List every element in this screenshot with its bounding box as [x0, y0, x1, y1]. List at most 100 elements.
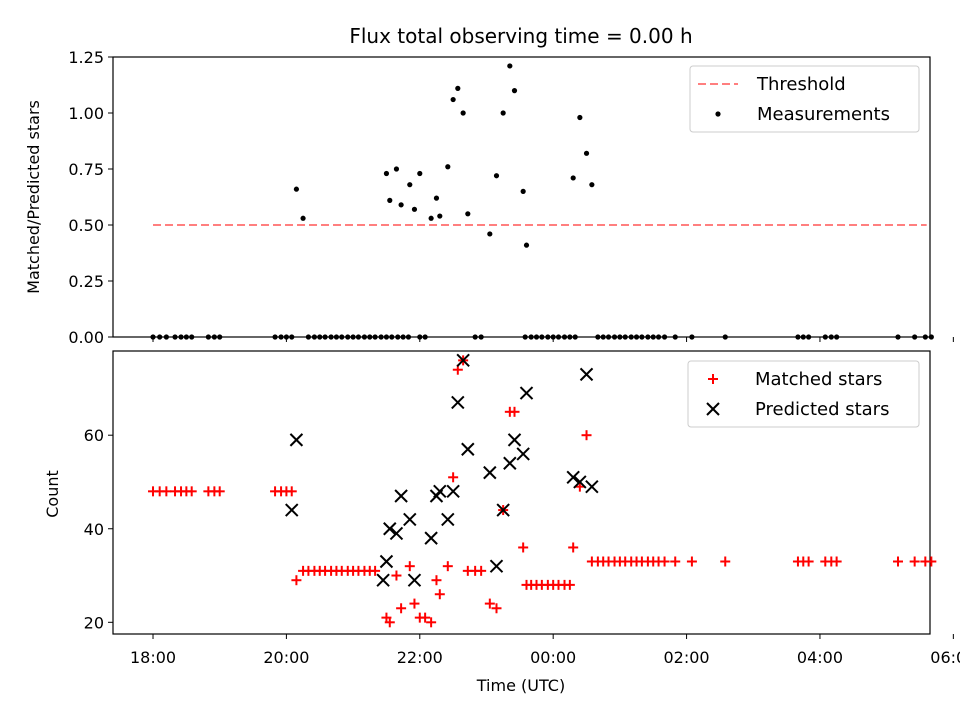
- top-legend-box: [689, 65, 920, 133]
- measurement-point: [533, 334, 540, 340]
- predicted-star-marker: [456, 353, 470, 368]
- predicted-star-marker: [424, 531, 438, 545]
- measurement-point: [163, 334, 169, 340]
- measurement-point: [395, 334, 401, 340]
- measurement-point: [577, 114, 583, 121]
- measurement-point: [522, 334, 528, 340]
- measurement-point: [622, 334, 628, 340]
- predicted-star-marker: [379, 554, 394, 569]
- measurement-point: [912, 334, 918, 340]
- predicted-star-marker: [483, 465, 497, 480]
- matched-star-marker: [581, 430, 592, 441]
- predicted-star-marker: [461, 442, 475, 456]
- top-y-tick-label: 0.00: [68, 328, 104, 347]
- measurement-point: [422, 334, 428, 340]
- matched-star-marker: [161, 486, 172, 497]
- measurement-point: [217, 334, 223, 340]
- measurement-point: [661, 334, 668, 340]
- measurement-point: [645, 334, 651, 340]
- measurement-point: [157, 334, 163, 340]
- measurement-point: [350, 334, 356, 340]
- matched-star-marker: [491, 603, 502, 614]
- predicted-star-marker: [433, 484, 447, 499]
- measurement-point: [520, 188, 526, 194]
- measurement-point: [472, 334, 478, 340]
- predicted-stars-points: [285, 353, 599, 587]
- measurement-point: [507, 63, 513, 69]
- predicted-star-marker: [503, 456, 517, 470]
- matched-star-marker: [564, 579, 575, 590]
- measurement-point: [628, 334, 634, 340]
- x-tick-label: 06:00: [930, 648, 960, 667]
- matched-star-marker: [391, 570, 402, 581]
- measurement-point: [361, 334, 368, 340]
- measurement-points: [150, 63, 934, 340]
- measurement-point: [922, 334, 928, 340]
- predicted-star-marker: [516, 447, 530, 461]
- measurement-point: [493, 173, 500, 179]
- measurement-point: [455, 85, 461, 91]
- matched-star-marker: [286, 486, 297, 497]
- measurement-point: [511, 88, 518, 94]
- top-y-tick-label: 1.25: [68, 48, 104, 67]
- legend-measurements-swatch: [715, 111, 721, 117]
- legend-matched-label: Matched stars: [755, 369, 882, 390]
- matched-star-marker: [568, 542, 579, 553]
- measurement-point: [600, 334, 606, 340]
- measurement-point: [383, 170, 390, 177]
- measurement-point: [589, 182, 595, 188]
- predicted-star-marker: [394, 489, 408, 503]
- predicted-star-marker: [451, 395, 465, 410]
- predicted-star-marker: [507, 433, 522, 447]
- bottom-y-tick-label: 20: [84, 613, 104, 632]
- predicted-star-marker: [389, 526, 404, 541]
- measurement-point: [383, 334, 390, 340]
- measurement-point: [150, 334, 156, 340]
- top-y-axis-label: Matched/Predicted stars: [24, 100, 43, 294]
- matched-star-marker: [404, 561, 415, 572]
- legend-threshold-label: Threshold: [756, 74, 846, 95]
- measurement-point: [172, 334, 178, 340]
- measurement-point: [567, 334, 573, 340]
- x-tick-label: 20:00: [263, 648, 309, 667]
- top-y-tick-label: 0.50: [68, 216, 104, 235]
- measurement-point: [928, 334, 934, 340]
- top-plot-frame: [112, 56, 931, 338]
- predicted-star-marker: [285, 503, 299, 517]
- matched-star-marker: [214, 486, 225, 497]
- predicted-star-marker: [585, 479, 599, 494]
- measurement-point: [545, 334, 551, 340]
- matched-star-marker: [892, 556, 903, 567]
- matched-star-marker: [396, 603, 407, 614]
- measurement-point: [639, 334, 645, 340]
- measurement-point: [417, 334, 423, 340]
- measurement-point: [672, 334, 678, 340]
- matched-star-marker: [484, 598, 495, 609]
- x-tick-label: 00:00: [530, 648, 576, 667]
- measurement-point: [550, 334, 556, 340]
- measurement-point: [595, 334, 601, 340]
- predicted-star-marker: [407, 573, 422, 587]
- measurement-point: [405, 334, 412, 340]
- measurement-point: [283, 334, 290, 340]
- measurement-point: [339, 334, 345, 340]
- matched-star-marker: [518, 542, 529, 553]
- predicted-star-marker: [566, 470, 580, 485]
- measurement-point: [417, 170, 423, 177]
- measurement-point: [605, 334, 612, 340]
- top-y-ticks: 0.00 0.25 0.50 0.75 1.00 1.25: [68, 48, 113, 347]
- x-tick-label: 02:00: [664, 648, 710, 667]
- measurement-point: [428, 215, 434, 221]
- measurement-point: [393, 166, 400, 172]
- measurement-point: [617, 334, 623, 340]
- matched-star-marker: [442, 561, 453, 572]
- bottom-y-tick-label: 60: [84, 426, 104, 445]
- measurement-point: [278, 334, 284, 340]
- predicted-star-marker: [489, 559, 504, 573]
- measurement-point: [689, 334, 695, 340]
- matched-star-marker: [909, 556, 920, 567]
- measurement-point: [795, 334, 801, 340]
- measurement-point: [293, 186, 300, 192]
- measurement-point: [822, 334, 828, 340]
